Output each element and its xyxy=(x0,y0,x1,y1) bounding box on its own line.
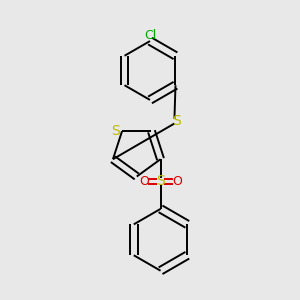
Text: S: S xyxy=(172,114,181,128)
Text: O: O xyxy=(140,175,149,188)
Text: Cl: Cl xyxy=(144,29,156,42)
Text: S: S xyxy=(156,174,165,188)
Text: O: O xyxy=(172,175,182,188)
Text: S: S xyxy=(111,124,120,138)
